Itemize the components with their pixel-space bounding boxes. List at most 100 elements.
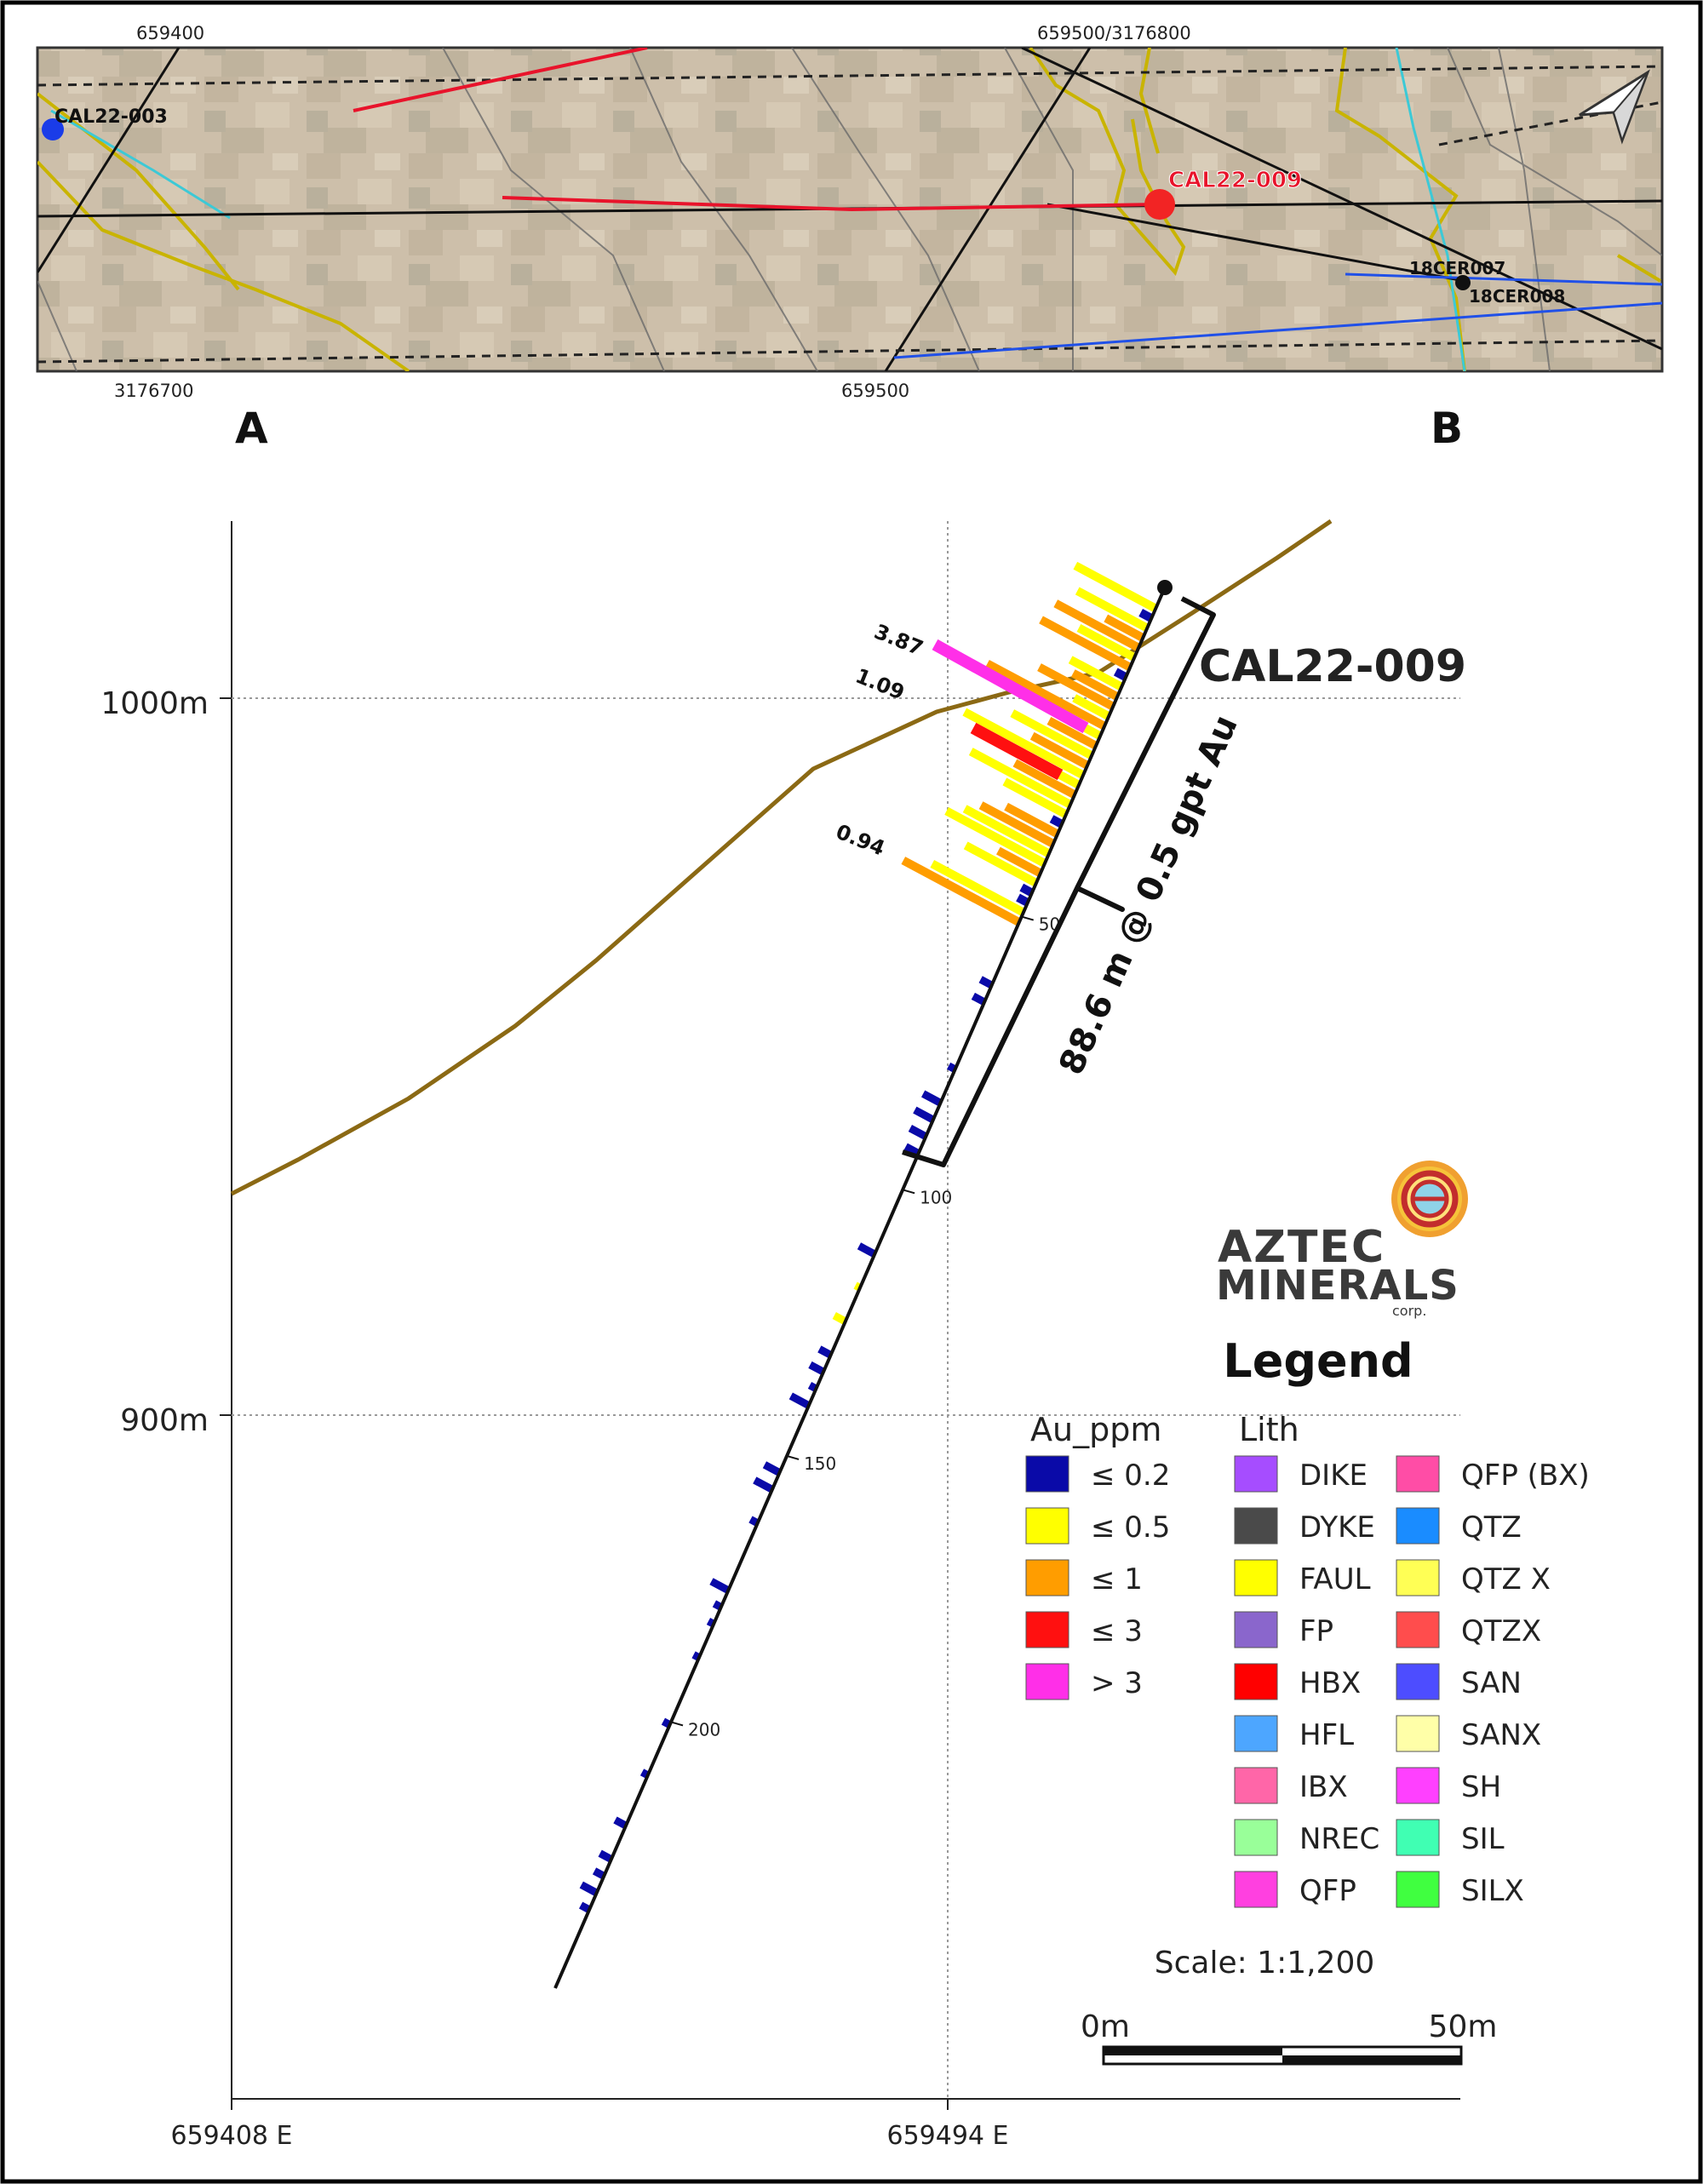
assay-bar (598, 1849, 613, 1863)
legend-swatch (1234, 1871, 1278, 1908)
assay-bar (930, 860, 1026, 917)
easting-label-2: 659494 E (886, 2121, 1008, 2151)
legend-swatch (1396, 1663, 1440, 1700)
assay-bar (1053, 599, 1141, 652)
legend-label: SIL (1461, 1822, 1505, 1856)
legend-au-items: ≤ 0.2 ≤ 0.5 ≤ 1 ≤ 3 > 3 (1025, 1455, 1170, 1700)
legend-label: SH (1461, 1770, 1501, 1804)
legend-label: ≤ 0.5 (1091, 1510, 1170, 1545)
grid-label-top-mid: 659500/3176800 (1037, 23, 1191, 43)
legend-swatch (1025, 1559, 1069, 1596)
legend-label: ≤ 1 (1091, 1562, 1143, 1596)
assay-bar (1012, 759, 1077, 799)
assay-bar (1070, 669, 1120, 701)
plan-map: CAL22-003 CAL22-009 18CER007 18CER008 65… (36, 23, 1664, 401)
assay-bar (1002, 777, 1069, 818)
legend-swatch (1234, 1767, 1278, 1804)
collar-cal22-003 (42, 118, 64, 140)
assay-bar-1.09 (970, 722, 1064, 781)
legend-lith-title: Lith (1239, 1411, 1299, 1448)
assay-bar (978, 801, 1056, 848)
assay-bar (1068, 656, 1124, 691)
assay-bar (1113, 668, 1128, 681)
scale-max: 50m (1429, 2009, 1498, 2044)
legend-label: QTZX (1461, 1614, 1541, 1648)
legend-label: HBX (1299, 1666, 1361, 1700)
legend-swatch (1234, 1819, 1278, 1856)
legend-swatch (1234, 1507, 1278, 1545)
legend-swatch (1234, 1455, 1278, 1493)
elevation-label-1000m: 1000m (100, 686, 209, 721)
legend-label: ≤ 0.2 (1091, 1459, 1170, 1493)
legend-label: FAUL (1299, 1562, 1371, 1596)
depth-tick-label: 100 (920, 1187, 952, 1207)
legend-label: > 3 (1091, 1666, 1143, 1700)
label-cal22-003: CAL22-003 (54, 106, 168, 128)
legend-label: QTZ (1461, 1510, 1522, 1545)
legend-label: ≤ 3 (1091, 1614, 1143, 1648)
legend-label: IBX (1299, 1770, 1348, 1804)
scale-bar: Scale: 1:1,200 0m 50m (1081, 1946, 1498, 2066)
assay-bar (971, 992, 987, 1006)
section-endpoint-b: B (1431, 404, 1463, 453)
logo-line-3: corp. (1392, 1303, 1426, 1319)
depth-tick (1021, 915, 1035, 921)
legend-swatch (1396, 1819, 1440, 1856)
assay-bar (709, 1578, 731, 1594)
assay-bar (913, 1106, 936, 1124)
assay-bar (1016, 893, 1030, 907)
assay-bar (963, 841, 1039, 887)
scale-zero: 0m (1081, 2009, 1130, 2044)
legend-label: DYKE (1299, 1510, 1375, 1545)
legend-swatch (1396, 1715, 1440, 1752)
assay-bar (1138, 609, 1154, 622)
assay-bar (962, 708, 1086, 779)
assay-bar-3.87 (932, 639, 1089, 734)
legend-swatch (1025, 1455, 1069, 1493)
drill-collar (1157, 580, 1173, 595)
depth-tick-label: 150 (804, 1453, 836, 1474)
logo-line-1: AZTEC (1218, 1222, 1385, 1273)
assay-bar (1004, 802, 1060, 838)
easting-label-1: 659408 E (170, 2121, 292, 2151)
legend-swatch (1396, 1767, 1440, 1804)
logo-line-2: MINERALS (1216, 1262, 1459, 1310)
depth-tick (786, 1454, 800, 1460)
assay-bar (753, 1476, 775, 1493)
assay-bar (832, 1312, 847, 1325)
assay-bar (1046, 717, 1098, 750)
legend-swatch (1396, 1871, 1440, 1908)
legend-label: SILX (1461, 1874, 1524, 1908)
assay-bar (592, 1867, 606, 1880)
section-endpoint-a: A (235, 404, 268, 453)
drill-hole-trace (553, 587, 1167, 1989)
assay-bar (1019, 883, 1035, 897)
legend-swatch (1396, 1507, 1440, 1545)
legend-label: QFP (BX) (1461, 1459, 1590, 1493)
assay-bar (1072, 694, 1111, 720)
assay-bar (901, 857, 1022, 926)
label-18cer007: 18CER007 (1409, 258, 1505, 278)
assay-bar (962, 805, 1052, 857)
assay-bar (1037, 663, 1115, 711)
assay-bar (1039, 616, 1132, 672)
assay-bar (968, 748, 1073, 809)
assay-bar (579, 1881, 599, 1897)
collar-cal22-009 (1144, 189, 1175, 220)
elevation-label-900m: 900m (120, 1403, 209, 1438)
legend-label: QFP (1299, 1874, 1356, 1908)
assay-bar (985, 659, 1107, 731)
assay-bar (996, 846, 1043, 877)
legend-title: Legend (1223, 1334, 1413, 1388)
grid-label-top-left: 659400 (136, 23, 204, 43)
legend-swatch (1025, 1663, 1069, 1700)
legend-label: NREC (1299, 1822, 1379, 1856)
assay-bar (808, 1361, 826, 1376)
collar-18cer007 (1455, 275, 1471, 290)
legend-label: SAN (1461, 1666, 1522, 1700)
assay-bar (921, 1090, 943, 1107)
scale-ratio: Scale: 1:1,200 (1155, 1946, 1375, 1981)
assay-bar (817, 1345, 833, 1359)
legend-swatch (1396, 1559, 1440, 1596)
